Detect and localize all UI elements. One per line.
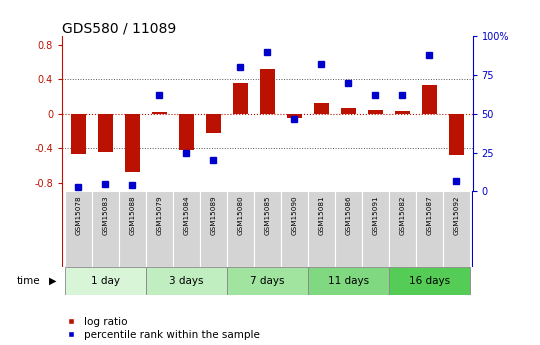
Bar [308,267,389,295]
Bar [92,191,119,267]
Bar [152,112,167,114]
Text: GSM15091: GSM15091 [372,195,379,235]
Text: 16 days: 16 days [409,276,450,286]
Text: GDS580 / 11089: GDS580 / 11089 [62,21,177,35]
Bar [389,267,470,295]
Bar [287,114,302,118]
Text: time: time [16,276,40,286]
Bar [227,191,254,267]
Text: GSM15084: GSM15084 [183,195,190,235]
Text: GSM15087: GSM15087 [426,195,433,235]
Bar [65,267,146,295]
Text: 7 days: 7 days [250,276,285,286]
Bar [98,114,113,152]
Bar [206,114,221,133]
Bar [146,191,173,267]
Text: GSM15082: GSM15082 [399,195,406,235]
Text: GSM15090: GSM15090 [291,195,298,235]
Bar [173,191,200,267]
Bar [227,267,308,295]
Text: GSM15092: GSM15092 [453,195,460,235]
Bar [179,114,194,150]
Bar [254,191,281,267]
Bar [233,83,248,114]
Bar [146,267,227,295]
Bar [119,191,146,267]
Bar [281,191,308,267]
Bar [71,114,86,154]
Bar [395,111,410,114]
Legend: log ratio, percentile rank within the sample: log ratio, percentile rank within the sa… [68,317,260,340]
Bar [335,191,362,267]
Text: 3 days: 3 days [169,276,204,286]
Text: GSM15080: GSM15080 [237,195,244,235]
Bar [389,191,416,267]
Bar [416,191,443,267]
Text: 1 day: 1 day [91,276,120,286]
Bar [260,69,275,114]
Text: 11 days: 11 days [328,276,369,286]
Text: GSM15083: GSM15083 [102,195,109,235]
Text: GSM15079: GSM15079 [156,195,163,235]
Bar [125,114,140,172]
Bar [341,108,356,114]
Bar [314,104,329,114]
Bar [449,114,464,155]
Text: GSM15085: GSM15085 [264,195,271,235]
Text: GSM15086: GSM15086 [345,195,352,235]
Bar [368,110,383,114]
Text: GSM15089: GSM15089 [210,195,217,235]
Bar [362,191,389,267]
Text: GSM15088: GSM15088 [129,195,136,235]
Bar [308,191,335,267]
Bar [422,85,437,114]
Bar [200,191,227,267]
Text: ▶: ▶ [49,276,56,286]
Bar [443,191,470,267]
Text: GSM15078: GSM15078 [75,195,82,235]
Text: GSM15081: GSM15081 [318,195,325,235]
Bar [65,191,92,267]
